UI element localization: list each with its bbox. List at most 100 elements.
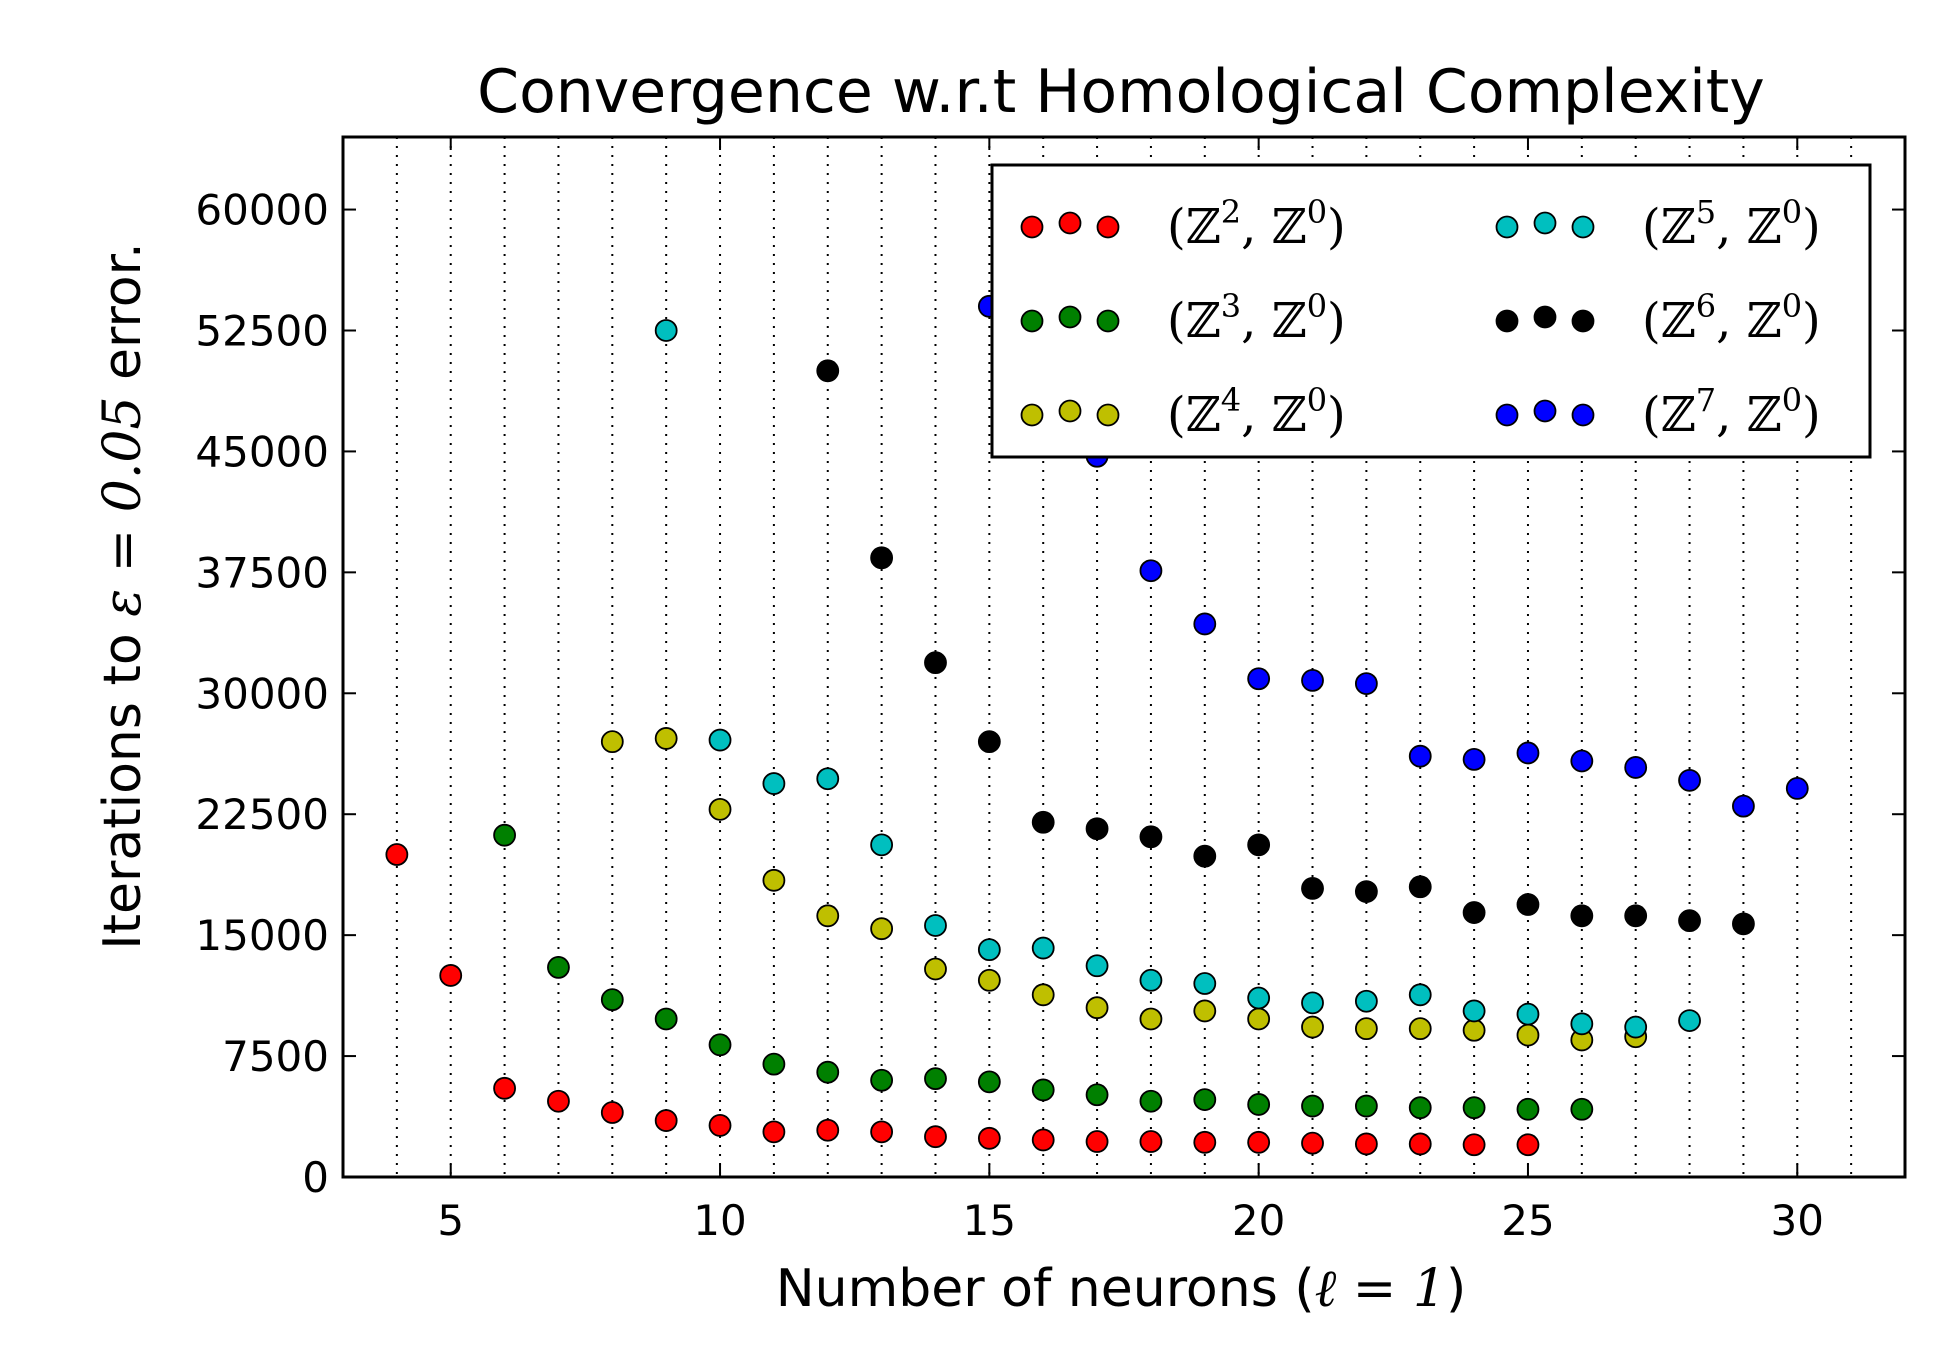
data-point	[1139, 1130, 1163, 1153]
data-point	[1354, 880, 1378, 904]
x-axis-label: Number of neurons (ℓ = 1)	[776, 1259, 1467, 1319]
y-tick-label: 7500	[222, 1032, 329, 1081]
data-point	[493, 1076, 516, 1100]
data-point	[924, 1125, 947, 1149]
data-point	[1354, 1017, 1378, 1041]
data-point	[977, 938, 1001, 962]
data-point	[1516, 1002, 1540, 1026]
data-point	[1031, 936, 1055, 960]
data-point	[708, 797, 732, 821]
series-2	[493, 823, 1594, 1121]
data-point	[1301, 876, 1324, 900]
data-point	[1462, 1096, 1486, 1120]
y-tick-label: 30000	[195, 669, 329, 718]
series-3	[600, 727, 1648, 1052]
data-point	[1462, 1133, 1486, 1157]
data-point	[708, 728, 732, 752]
data-points	[385, 294, 1809, 1157]
legend-marker	[1533, 399, 1557, 423]
legend-marker	[1096, 403, 1120, 427]
data-point	[1085, 1083, 1109, 1107]
data-point	[1570, 749, 1594, 773]
data-point	[1408, 1132, 1432, 1156]
legend-marker	[1495, 403, 1519, 427]
x-tick-label: 10	[693, 1196, 746, 1245]
legend-marker	[1096, 309, 1120, 333]
data-point	[1570, 1097, 1594, 1121]
y-tick-label: 45000	[195, 427, 329, 476]
data-point	[1354, 1094, 1378, 1118]
data-point	[1408, 875, 1432, 899]
x-tick-label: 30	[1771, 1196, 1824, 1245]
legend-label: (ℤ4, ℤ0)	[1167, 381, 1346, 443]
data-point	[870, 1068, 894, 1092]
data-point	[1301, 668, 1324, 692]
data-point	[1247, 833, 1271, 857]
data-point	[439, 964, 463, 987]
data-point	[493, 823, 516, 847]
data-point	[1462, 901, 1486, 924]
legend-entry: (ℤ4, ℤ0)	[1020, 381, 1346, 443]
legend-marker	[1495, 215, 1519, 239]
data-point	[1193, 972, 1217, 995]
data-point	[708, 1033, 732, 1057]
data-point	[1516, 1133, 1540, 1157]
legend-label: (ℤ3, ℤ0)	[1167, 287, 1346, 349]
y-tick-label: 22500	[195, 790, 329, 839]
data-point	[1462, 1018, 1486, 1042]
legend-marker	[1058, 399, 1082, 423]
data-point	[1139, 559, 1163, 583]
data-point	[1031, 983, 1055, 1007]
data-point	[924, 651, 947, 675]
data-point	[1193, 1130, 1217, 1154]
data-point	[654, 1109, 678, 1132]
x-axis-label-text: Number of neurons (	[776, 1259, 1315, 1319]
data-point	[870, 917, 894, 941]
data-point	[1624, 904, 1648, 928]
data-point	[1516, 741, 1540, 765]
data-point	[654, 727, 678, 750]
data-point	[547, 955, 570, 979]
data-point	[600, 730, 624, 754]
data-point	[816, 1118, 840, 1142]
legend-label: (ℤ2, ℤ0)	[1167, 193, 1346, 255]
data-point	[1301, 1131, 1324, 1155]
series-5	[816, 359, 1755, 936]
data-point	[870, 833, 894, 857]
data-point	[708, 1114, 732, 1137]
legend-marker	[1020, 403, 1044, 427]
y-tick-label: 0	[302, 1153, 329, 1202]
y-axis-label: Iterations to ε = 0.05 error.	[93, 242, 153, 949]
legend-marker	[1058, 305, 1082, 329]
legend-marker	[1020, 309, 1044, 333]
x-tick-label: 20	[1232, 1196, 1285, 1245]
data-point	[977, 730, 1001, 754]
data-point	[816, 359, 840, 383]
data-point	[1408, 983, 1432, 1007]
data-point	[924, 1067, 947, 1091]
data-point	[1193, 612, 1217, 636]
data-point	[1247, 986, 1271, 1010]
data-point	[1678, 768, 1701, 792]
data-point	[547, 1089, 570, 1113]
data-point	[1624, 1015, 1648, 1039]
chart-title: Convergence w.r.t Homological Complexity	[477, 57, 1765, 127]
data-point	[1247, 1130, 1271, 1154]
series-6	[977, 294, 1809, 818]
legend-marker	[1020, 215, 1044, 239]
data-point	[1624, 756, 1648, 779]
legend: (ℤ2, ℤ0) (ℤ3, ℤ0) (ℤ4, ℤ0) (ℤ5, ℤ0) (ℤ6, ℤ0)…	[990, 163, 1872, 459]
data-point	[1732, 912, 1755, 936]
legend-entry: (ℤ7, ℤ0)	[1495, 381, 1821, 443]
data-point	[977, 1126, 1001, 1150]
data-point	[762, 1120, 786, 1144]
legend-marker	[1533, 211, 1557, 235]
data-point	[1247, 667, 1271, 691]
data-point	[762, 1052, 786, 1076]
y-tick-label: 15000	[195, 911, 329, 960]
data-point	[924, 914, 947, 937]
plot-frame	[341, 135, 1907, 1179]
data-point	[977, 968, 1001, 992]
